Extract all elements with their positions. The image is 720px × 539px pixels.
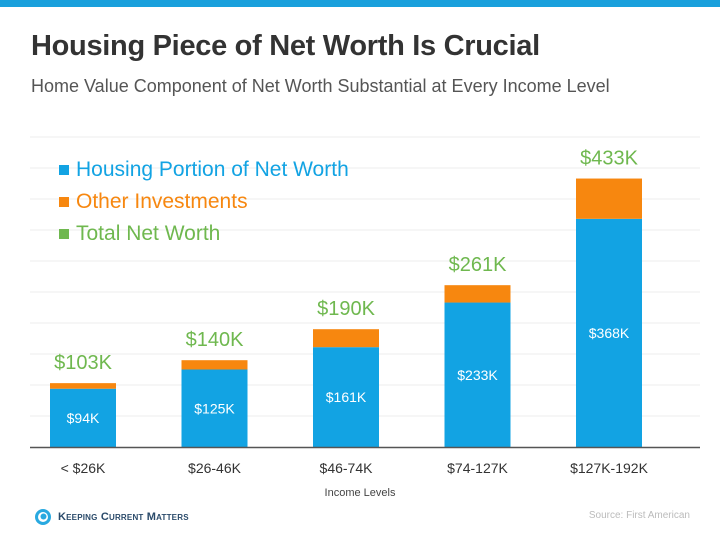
housing-value-label: $233K	[457, 367, 498, 383]
legend-swatch	[59, 197, 69, 207]
housing-value-label: $161K	[326, 389, 367, 405]
housing-bar	[444, 302, 511, 447]
legend-entry: Other Investments	[76, 190, 248, 213]
housing-value-label: $94K	[67, 410, 100, 426]
legend-swatch	[59, 229, 69, 239]
x-tick-label: $26-46K	[188, 460, 242, 476]
total-value-label: $190K	[317, 298, 375, 320]
other-investments-bar	[444, 285, 511, 303]
other-investments-bar	[181, 360, 248, 370]
x-axis-label: Income Levels	[324, 487, 396, 499]
total-value-label: $140K	[186, 329, 244, 351]
other-investments-bar	[313, 329, 379, 348]
housing-bar	[313, 347, 379, 447]
other-investments-bar	[50, 383, 116, 389]
x-tick-label: $127K-192K	[570, 460, 649, 476]
x-tick-label: $46-74K	[320, 460, 374, 476]
housing-value-label: $368K	[589, 325, 630, 341]
legend-swatch	[59, 165, 69, 175]
housing-bar	[576, 218, 642, 447]
top-accent-bar	[0, 0, 720, 7]
brand-name: Keeping Current Matters	[58, 511, 189, 523]
x-tick-label: $74-127K	[447, 460, 508, 476]
total-value-label: $433K	[580, 148, 638, 170]
source-note: Source: First American	[588, 510, 690, 521]
housing-bar	[181, 369, 248, 447]
page-title: Housing Piece of Net Worth Is Crucial	[31, 30, 540, 62]
x-tick-label: < $26K	[61, 460, 106, 476]
total-value-label: $103K	[54, 352, 112, 374]
other-investments-bar	[576, 178, 642, 219]
legend-entry: Housing Portion of Net Worth	[76, 158, 349, 181]
housing-bar	[50, 388, 116, 447]
page-subtitle: Home Value Component of Net Worth Substa…	[31, 76, 610, 96]
brand-logo: Keeping Current Matters	[34, 508, 189, 526]
legend-entry: Total Net Worth	[76, 222, 220, 245]
total-value-label: $261K	[449, 254, 507, 276]
housing-value-label: $125K	[194, 400, 235, 416]
swirl-logo-icon	[35, 509, 51, 525]
